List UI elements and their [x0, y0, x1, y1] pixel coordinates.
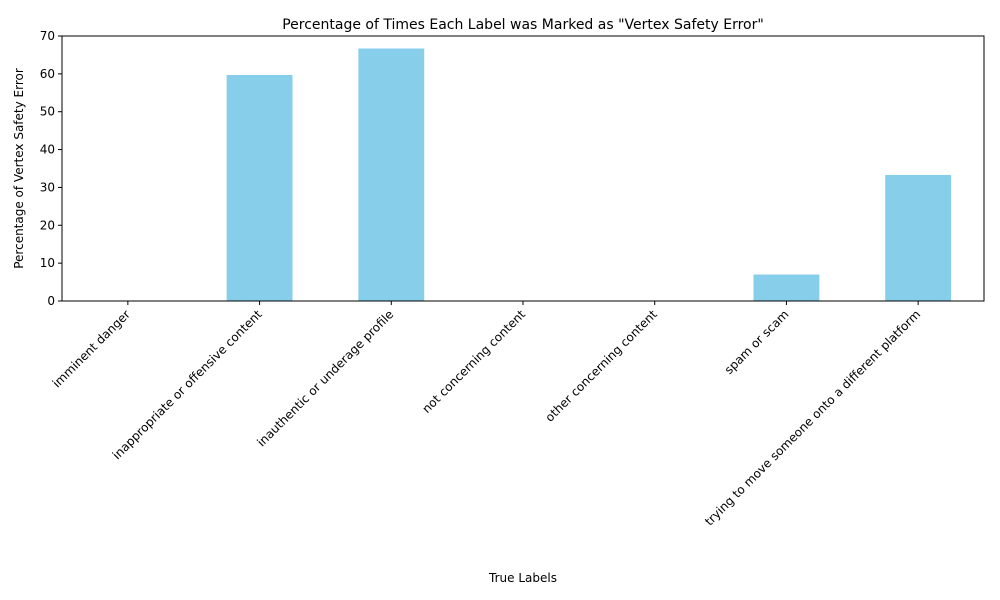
bar-2: [358, 48, 425, 301]
y-tick-label-4: 40: [40, 143, 55, 157]
y-axis: 0 10 20 30 40 50 60 70: [40, 29, 62, 308]
x-tick-label-2: inauthentic or underage profile: [254, 307, 396, 449]
y-tick-label-0: 0: [47, 294, 55, 308]
plot-frame: [61, 35, 985, 302]
y-tick-label-7: 70: [40, 29, 55, 43]
bars-group: [226, 48, 952, 301]
y-tick-label-3: 30: [40, 180, 55, 194]
y-axis-label: Percentage of Vertex Safety Error: [12, 68, 26, 269]
chart-title: Percentage of Times Each Label was Marke…: [282, 17, 764, 33]
x-axis-label: True Labels: [488, 571, 557, 585]
x-tick-label-1: inappropriate or offensive content: [110, 307, 265, 462]
y-tick-label-2: 20: [40, 218, 55, 232]
bar-1: [226, 74, 293, 301]
bar-6: [885, 174, 952, 301]
y-tick-label-5: 50: [40, 105, 55, 119]
x-tick-label-6: trying to move someone onto a different …: [702, 307, 923, 528]
y-tick-label-6: 60: [40, 67, 55, 81]
x-tick-label-4: other concerning content: [542, 307, 660, 425]
bar-5: [753, 274, 820, 301]
x-tick-label-0: imminent danger: [50, 307, 133, 390]
y-tick-label-1: 10: [40, 256, 55, 270]
x-tick-label-3: not concerning content: [419, 307, 528, 416]
x-tick-label-5: spam or scam: [722, 307, 792, 377]
